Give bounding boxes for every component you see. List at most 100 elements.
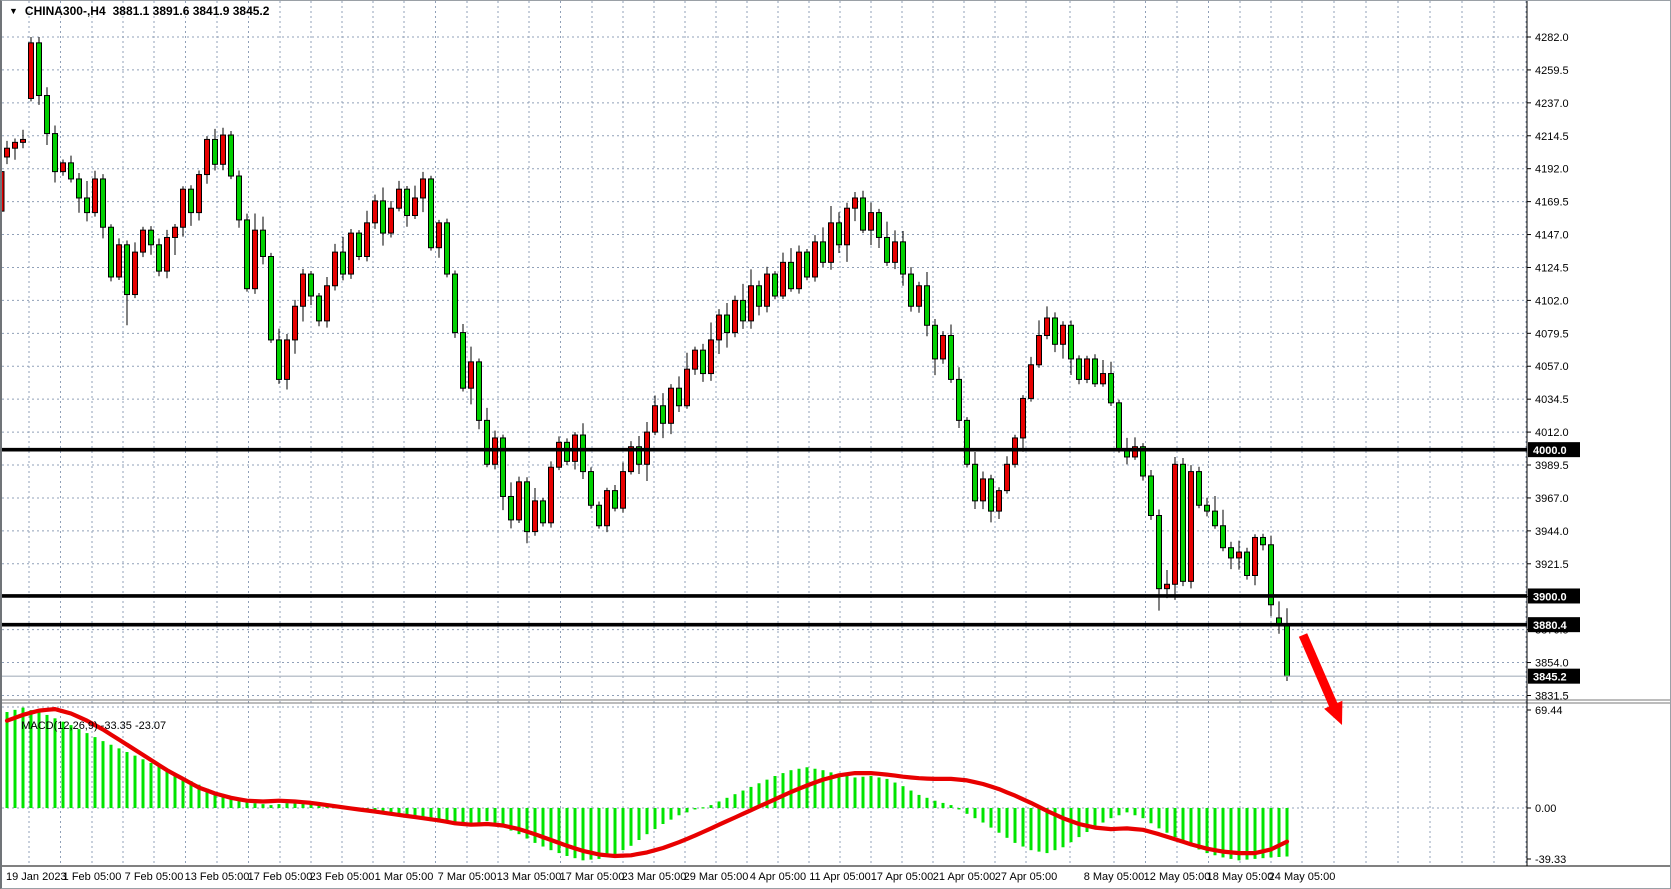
macd-histogram-bar xyxy=(133,755,137,808)
macd-histogram-bar xyxy=(269,805,273,808)
time-axis-label: 1 Mar 05:00 xyxy=(375,871,434,883)
bear-candle xyxy=(876,212,882,238)
bull-candle xyxy=(532,500,538,533)
bull-candle xyxy=(204,138,210,176)
trend-arrow-shaft[interactable] xyxy=(1298,633,1340,713)
time-axis-label: 12 May 05:00 xyxy=(1144,871,1211,883)
macd-histogram-bar xyxy=(1021,808,1025,847)
bear-candle xyxy=(52,133,58,173)
bull-candle xyxy=(60,162,66,173)
time-axis-label: 23 Mar 05:00 xyxy=(622,871,687,883)
bull-candle xyxy=(412,197,418,217)
bull-candle xyxy=(220,134,226,165)
bear-candle xyxy=(612,490,618,509)
bull-candle xyxy=(516,481,522,521)
bear-candle xyxy=(500,437,506,497)
bear-candle xyxy=(1228,547,1234,559)
bull-candle xyxy=(92,178,98,214)
macd-histogram-bar xyxy=(429,808,433,822)
bull-candle xyxy=(1188,471,1194,582)
time-axis-label: 27 Apr 05:00 xyxy=(995,871,1057,883)
macd-tick-label: 0.00 xyxy=(1535,803,1556,815)
macd-histogram-bar xyxy=(829,772,833,808)
macd-histogram-bar xyxy=(1005,808,1009,838)
macd-histogram-bar xyxy=(389,808,393,816)
macd-histogram-bar xyxy=(581,808,585,861)
macd-histogram-bar xyxy=(1213,808,1217,856)
macd-histogram-bar xyxy=(933,800,937,808)
macd-histogram-bar xyxy=(757,783,761,808)
macd-histogram-bar xyxy=(253,803,257,808)
macd-histogram-bar xyxy=(1125,808,1129,813)
macd-histogram-bar xyxy=(989,808,993,828)
macd-histogram-bar xyxy=(437,808,441,823)
price-tick-label: 4282.0 xyxy=(1535,32,1569,44)
price-tick-label: 4079.5 xyxy=(1535,328,1569,340)
macd-histogram-bar xyxy=(541,808,545,847)
bull-candle xyxy=(852,197,858,209)
macd-histogram-bar xyxy=(21,707,25,808)
macd-histogram-bar xyxy=(573,808,577,859)
macd-histogram-bar xyxy=(453,808,457,825)
time-axis-label: 21 Apr 05:00 xyxy=(933,871,995,883)
macd-histogram-bar xyxy=(1269,808,1273,858)
macd-tick-label: 69.44 xyxy=(1535,705,1563,717)
bull-candle xyxy=(252,229,258,290)
bear-candle xyxy=(156,244,162,272)
bull-candle xyxy=(4,147,10,158)
bull-candle xyxy=(1084,358,1090,380)
macd-histogram-bar xyxy=(165,770,169,808)
price-tick-label: 4169.5 xyxy=(1535,197,1569,209)
macd-histogram-bar xyxy=(1013,808,1017,843)
price-tick-label: 4192.0 xyxy=(1535,164,1569,176)
bear-candle xyxy=(36,42,42,97)
bear-candle xyxy=(380,200,386,234)
macd-histogram-bar xyxy=(117,748,121,808)
time-axis-label: 29 Mar 05:00 xyxy=(684,871,749,883)
macd-histogram-bar xyxy=(53,718,57,808)
macd-histogram-bar xyxy=(973,808,977,819)
bear-candle xyxy=(1220,525,1226,549)
macd-histogram-bar xyxy=(565,808,569,856)
price-level-label: 3880.4 xyxy=(1533,620,1568,632)
time-axis-label: 17 Apr 05:00 xyxy=(871,871,933,883)
macd-histogram-bar xyxy=(141,759,145,808)
price-tick-label: 3944.0 xyxy=(1535,526,1569,538)
macd-histogram-bar xyxy=(589,808,593,860)
macd-histogram-bar xyxy=(917,794,921,808)
price-level-label: 3900.0 xyxy=(1533,591,1567,603)
macd-histogram-bar xyxy=(533,808,537,843)
bull-candle xyxy=(324,285,330,322)
symbol-dropdown-icon[interactable]: ▼ xyxy=(9,6,18,16)
time-axis-label: 1 Feb 05:00 xyxy=(63,871,122,883)
bear-candle xyxy=(900,241,906,275)
bear-candle xyxy=(100,178,106,228)
price-tick-label: 4057.0 xyxy=(1535,361,1569,373)
macd-histogram-bar xyxy=(861,776,865,808)
price-level-box xyxy=(1528,617,1580,633)
macd-tick-label: -39.33 xyxy=(1535,854,1566,866)
bear-candle xyxy=(1212,510,1218,527)
trend-arrow-head[interactable] xyxy=(1324,700,1343,725)
macd-histogram-bar xyxy=(1173,808,1177,838)
macd-histogram-bar xyxy=(853,777,857,808)
bear-candle xyxy=(1092,358,1098,385)
bear-candle xyxy=(460,332,466,389)
macd-histogram-bar xyxy=(493,808,497,824)
bear-candle xyxy=(1116,402,1122,451)
bear-candle xyxy=(836,222,842,246)
macd-histogram-bar xyxy=(685,808,689,813)
macd-histogram-bar xyxy=(285,803,289,808)
bull-candle xyxy=(1028,364,1034,399)
macd-histogram-bar xyxy=(981,808,985,823)
bear-candle xyxy=(276,339,282,380)
macd-histogram-bar xyxy=(189,781,193,808)
macd-histogram-bar xyxy=(557,808,561,854)
macd-histogram-bar xyxy=(1157,808,1161,829)
bull-candle xyxy=(1252,536,1258,576)
bull-candle xyxy=(468,361,474,389)
macd-histogram-bar xyxy=(909,790,913,808)
bear-candle xyxy=(308,273,314,297)
macd-histogram-bar xyxy=(1109,808,1113,819)
